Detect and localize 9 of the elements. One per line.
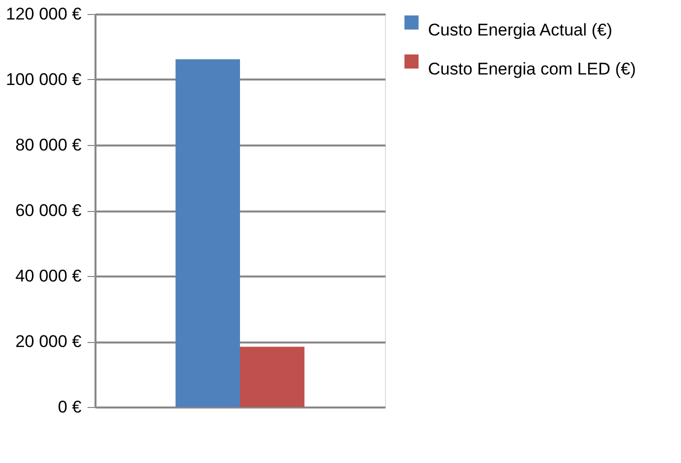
y-tick-label: 120 000 € <box>6 4 82 24</box>
y-tick-label: 60 000 € <box>15 201 82 220</box>
y-tick-label: 80 000 € <box>15 136 82 154</box>
legend-label: Custo Energia com LED (€) <box>428 60 636 78</box>
y-tick-label: 40 000 € <box>15 266 82 286</box>
legend-label: Custo Energia Actual (€) <box>428 20 612 40</box>
y-tick-label: 20 000 € <box>15 332 82 351</box>
y-tick-label: 0 € <box>58 398 82 416</box>
y-tick-label: 100 000 € <box>6 70 82 89</box>
